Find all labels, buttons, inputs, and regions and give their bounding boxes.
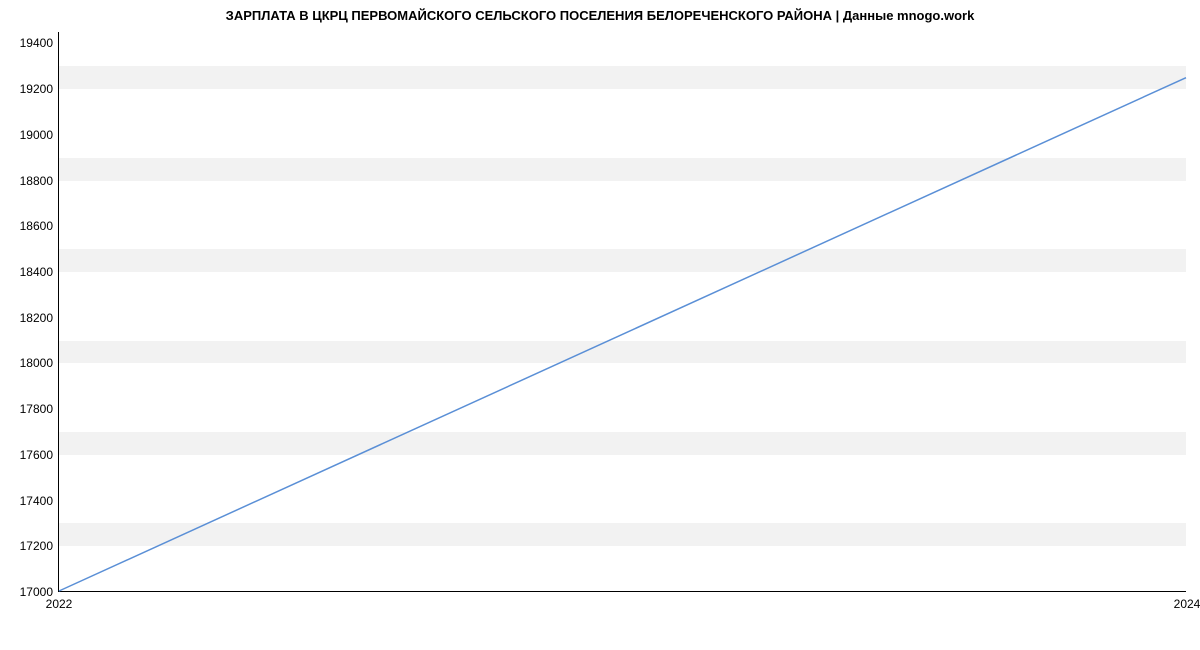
y-tick-label: 18600 xyxy=(20,219,59,233)
y-tick-label: 18200 xyxy=(20,311,59,325)
y-tick-label: 18800 xyxy=(20,174,59,188)
series-line xyxy=(59,78,1186,591)
chart-title: ЗАРПЛАТА В ЦКРЦ ПЕРВОМАЙСКОГО СЕЛЬСКОГО … xyxy=(0,8,1200,23)
y-tick-label: 19400 xyxy=(20,36,59,50)
y-tick-label: 18400 xyxy=(20,265,59,279)
y-tick-label: 17600 xyxy=(20,448,59,462)
y-tick-label: 17800 xyxy=(20,402,59,416)
x-tick-label: 2022 xyxy=(46,591,73,611)
y-tick-label: 17400 xyxy=(20,494,59,508)
plot-area: 1700017200174001760017800180001820018400… xyxy=(58,32,1186,592)
chart-line-layer xyxy=(59,32,1186,591)
y-tick-label: 18000 xyxy=(20,356,59,370)
x-tick-label: 2024 xyxy=(1174,591,1200,611)
y-tick-label: 17200 xyxy=(20,539,59,553)
y-tick-label: 19000 xyxy=(20,128,59,142)
y-tick-label: 19200 xyxy=(20,82,59,96)
